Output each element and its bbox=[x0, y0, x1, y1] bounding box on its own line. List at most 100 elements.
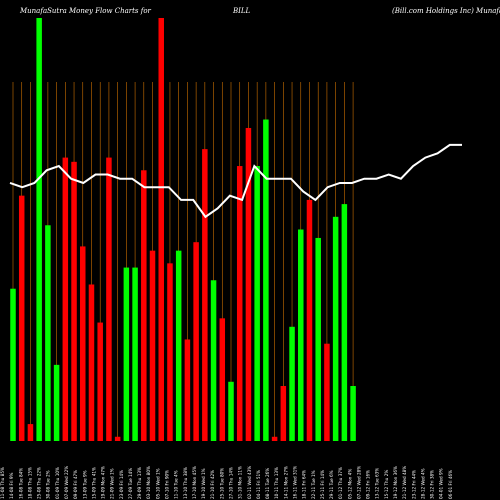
inflow-bar bbox=[254, 166, 260, 442]
x-tick-label: 21-09 Wed 1% bbox=[110, 468, 115, 499]
x-tick-label: 19-09 Mon 47% bbox=[101, 466, 106, 499]
x-tick-label: 04-01 Wed 9% bbox=[439, 468, 444, 499]
x-tick-label: 13-12 Tue 63% bbox=[375, 468, 380, 499]
outflow-bar bbox=[184, 339, 191, 441]
x-tick-label: 13-10 Thu 38% bbox=[183, 467, 188, 499]
outflow-bar bbox=[97, 322, 103, 441]
x-tick-label: 07-12 Wed 28% bbox=[356, 466, 361, 499]
x-tick-label: 06-01 Fri 46% bbox=[448, 470, 453, 499]
x-tick-label: 09-09 Fri 47% bbox=[73, 470, 78, 499]
x-tick-label: 03-10 Mon 80% bbox=[146, 466, 151, 499]
x-tick-label: 23-09 Fri 14% bbox=[119, 470, 124, 499]
x-tick-label: 11-08 Thu 85% bbox=[0, 467, 5, 499]
x-tick-label: 23-12 Fri 44% bbox=[411, 470, 416, 499]
outflow-bar bbox=[80, 246, 86, 441]
outflow-bar bbox=[271, 436, 278, 441]
outflow-bar bbox=[167, 263, 173, 441]
x-tick-label: 30-08 Tue 2% bbox=[46, 470, 51, 499]
outflow-bar bbox=[193, 242, 199, 441]
x-tick-label: 18-08 Thu 15% bbox=[27, 467, 32, 499]
outflow-bar bbox=[219, 318, 226, 441]
x-tick-label: 25-10 Tue 80% bbox=[219, 468, 224, 499]
x-tick-label: 02-11 Wed 43% bbox=[247, 466, 252, 499]
outflow-bar bbox=[202, 149, 208, 441]
inflow-bar bbox=[175, 250, 182, 441]
inflow-bar bbox=[289, 326, 295, 441]
x-tick-label: 21-10 Fri 42% bbox=[210, 470, 215, 499]
outflow-bar bbox=[88, 284, 95, 441]
x-tick-label: 29-11 Tue 6% bbox=[329, 470, 334, 499]
x-tick-label: 14-08 Fri 9% bbox=[9, 473, 14, 499]
x-tick-label: 22-11 Tue 1% bbox=[311, 470, 316, 499]
x-tick-label: 14-11 Mon 27% bbox=[283, 466, 288, 499]
inflow-bar bbox=[228, 381, 234, 441]
x-tick-label: 25-11 Fri 14% bbox=[320, 470, 325, 499]
outflow-bar bbox=[18, 195, 25, 441]
inflow-bar bbox=[341, 204, 348, 441]
x-tick-label: 01-09 Thu 10% bbox=[55, 467, 60, 499]
outflow-bar bbox=[62, 157, 69, 441]
inflow-bar bbox=[45, 225, 51, 441]
outflow-bar bbox=[306, 199, 313, 441]
outflow-bar bbox=[114, 436, 121, 441]
x-tick-label: 21-12 Wed 48% bbox=[402, 466, 407, 499]
x-tick-label: 05-12 Mon 4% bbox=[347, 469, 352, 499]
outflow-bar bbox=[106, 157, 112, 441]
x-tick-label: 29-09 Thu 13% bbox=[137, 467, 142, 499]
outflow-bar bbox=[158, 18, 164, 441]
inflow-bar bbox=[298, 229, 304, 441]
x-tick-label: 13-09 Tue 9% bbox=[82, 470, 87, 499]
x-tick-label: 27-10 Thu 14% bbox=[229, 467, 234, 499]
outflow-bar bbox=[324, 343, 330, 441]
x-tick-label: 30-12 Fri 38% bbox=[430, 470, 435, 499]
inflow-bar bbox=[53, 364, 60, 441]
x-tick-label: 01-12 Thu 37% bbox=[338, 467, 343, 499]
x-tick-label: 04-11 Fri 51% bbox=[256, 470, 261, 499]
x-axis-labels: 11-08 Thu 85% 14-08 Fri 9% 16-08 Tue 84% 18… bbox=[0, 466, 453, 499]
inflow-bar bbox=[263, 119, 269, 442]
x-tick-label: 19-10 Wed 1% bbox=[201, 468, 206, 499]
chart-header: MunafaSutra Money Flow Charts for BILL (… bbox=[0, 0, 500, 20]
inflow-bar bbox=[210, 280, 217, 441]
x-tick-label: 11-10 Tue 4% bbox=[174, 470, 179, 499]
x-tick-label: 31-10 Mon 11% bbox=[238, 466, 243, 499]
x-tick-label: 10-11 Thu 13% bbox=[274, 467, 279, 499]
x-tick-label: 18-11 Fri 64% bbox=[302, 470, 307, 499]
x-tick-label: 16-11 Wed 31% bbox=[292, 466, 297, 499]
outflow-bar bbox=[27, 424, 34, 441]
x-tick-label: 08-11 Tue 26% bbox=[265, 468, 270, 499]
x-tick-label: 15-09 Thu 41% bbox=[91, 467, 96, 499]
bars bbox=[10, 18, 356, 442]
inflow-bar bbox=[315, 237, 321, 441]
x-tick-label: 17-10 Mon 45% bbox=[192, 466, 197, 499]
money-flow-line bbox=[9, 143, 462, 219]
x-tick-label: 15-12 Thu 2% bbox=[384, 470, 389, 499]
ticker-symbol: BILL bbox=[233, 7, 251, 15]
money-flow-line-group bbox=[9, 143, 462, 219]
outflow-bar bbox=[236, 166, 243, 442]
chart-title: MunafaSutra Money Flow Charts for bbox=[20, 7, 151, 15]
inflow-bar bbox=[36, 18, 42, 441]
x-tick-label: 16-08 Tue 84% bbox=[18, 468, 23, 499]
x-tick-label: 25-08 Thu 22% bbox=[37, 467, 42, 499]
outflow-bar bbox=[71, 161, 77, 441]
x-tick-label: 07-09 Wed 22% bbox=[64, 466, 69, 499]
x-tick-label: 09-12 Fri 16% bbox=[366, 470, 371, 499]
inflow-bar bbox=[132, 267, 138, 441]
inflow-bar bbox=[350, 386, 356, 441]
outflow-bar bbox=[245, 127, 252, 441]
x-tick-label: 28-12 Wed 4% bbox=[420, 468, 425, 499]
outflow-bar bbox=[149, 250, 156, 441]
outflow-bar bbox=[141, 170, 147, 441]
company-name: (Bill.com Holdings Inc) MunafaSutra.com bbox=[392, 7, 500, 15]
x-tick-label: 07-10 Fri 90% bbox=[165, 470, 170, 499]
outflow-bar bbox=[280, 386, 287, 441]
inflow-bar bbox=[123, 267, 130, 441]
inflow-bar bbox=[10, 288, 16, 441]
inflow-bar bbox=[332, 216, 339, 441]
x-tick-label: 19-12 Mon 36% bbox=[393, 466, 398, 499]
x-tick-label: 27-09 Tue 14% bbox=[128, 468, 133, 499]
x-tick-label: 05-10 Wed 1% bbox=[155, 468, 160, 499]
